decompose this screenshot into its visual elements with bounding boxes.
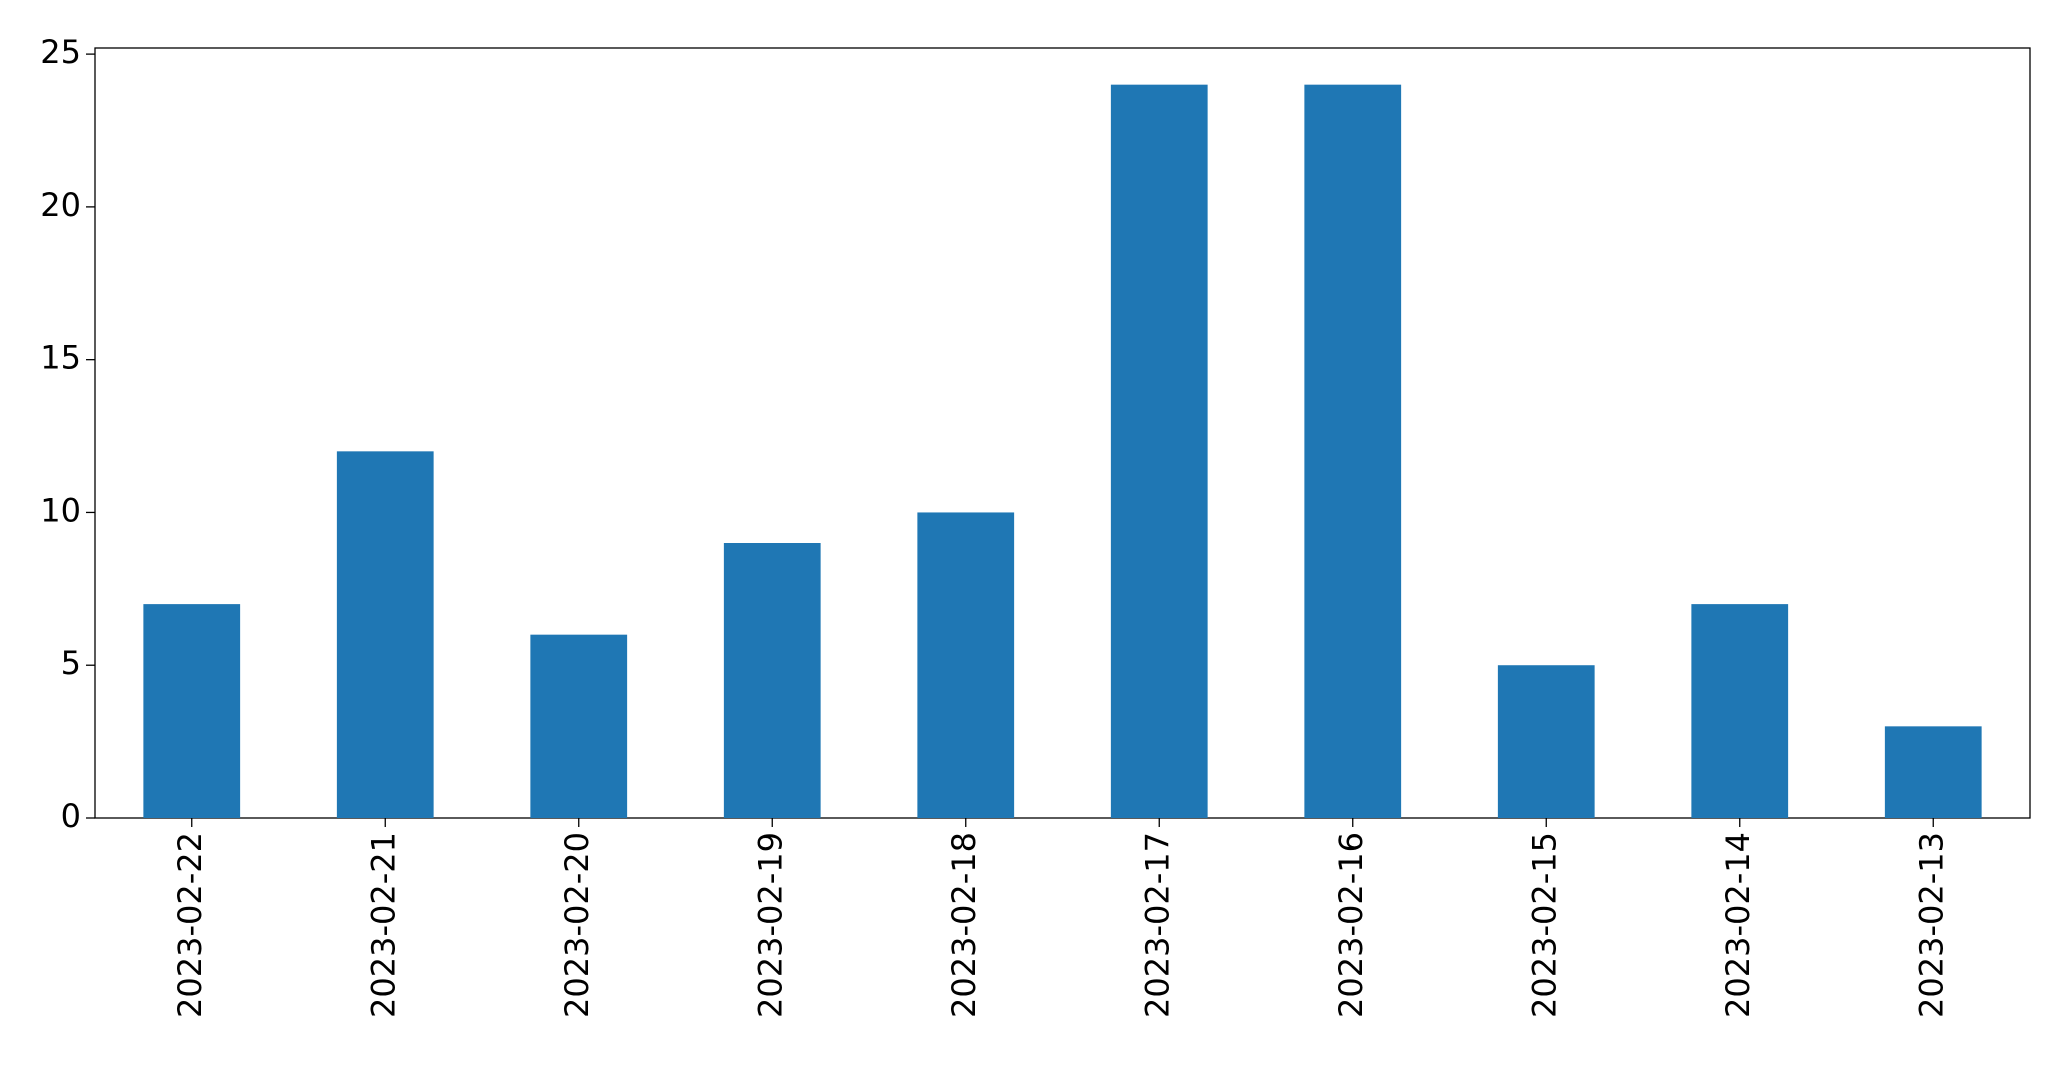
bar (1497, 665, 1595, 818)
x-tick-label: 2023-02-20 (558, 832, 596, 1018)
x-tick-label: 2023-02-18 (945, 832, 983, 1018)
x-tick-label: 2023-02-22 (171, 832, 209, 1018)
x-tick-label: 2023-02-14 (1719, 832, 1757, 1018)
bar (1304, 84, 1402, 818)
y-tick-label: 0 (61, 797, 81, 835)
bar (336, 451, 434, 818)
x-tick-label: 2023-02-19 (751, 832, 789, 1018)
x-tick-label: 2023-02-17 (1138, 832, 1176, 1018)
y-tick-label: 20 (40, 186, 81, 224)
x-tick-label: 2023-02-16 (1332, 832, 1370, 1018)
plot-frame (94, 47, 2031, 819)
bar (1884, 726, 1982, 818)
y-tick-label: 10 (40, 491, 81, 529)
x-tick-label: 2023-02-13 (1912, 832, 1950, 1018)
y-tick-label: 5 (61, 644, 81, 682)
bar (143, 604, 241, 818)
y-tick-label: 15 (40, 339, 81, 377)
bar (917, 512, 1015, 818)
y-tick-label: 25 (40, 33, 81, 71)
bar (530, 634, 628, 818)
bar (1110, 84, 1208, 818)
bar (1691, 604, 1789, 818)
bar (723, 543, 821, 818)
x-tick-label: 2023-02-15 (1525, 832, 1563, 1018)
x-tick-label: 2023-02-21 (364, 832, 402, 1018)
